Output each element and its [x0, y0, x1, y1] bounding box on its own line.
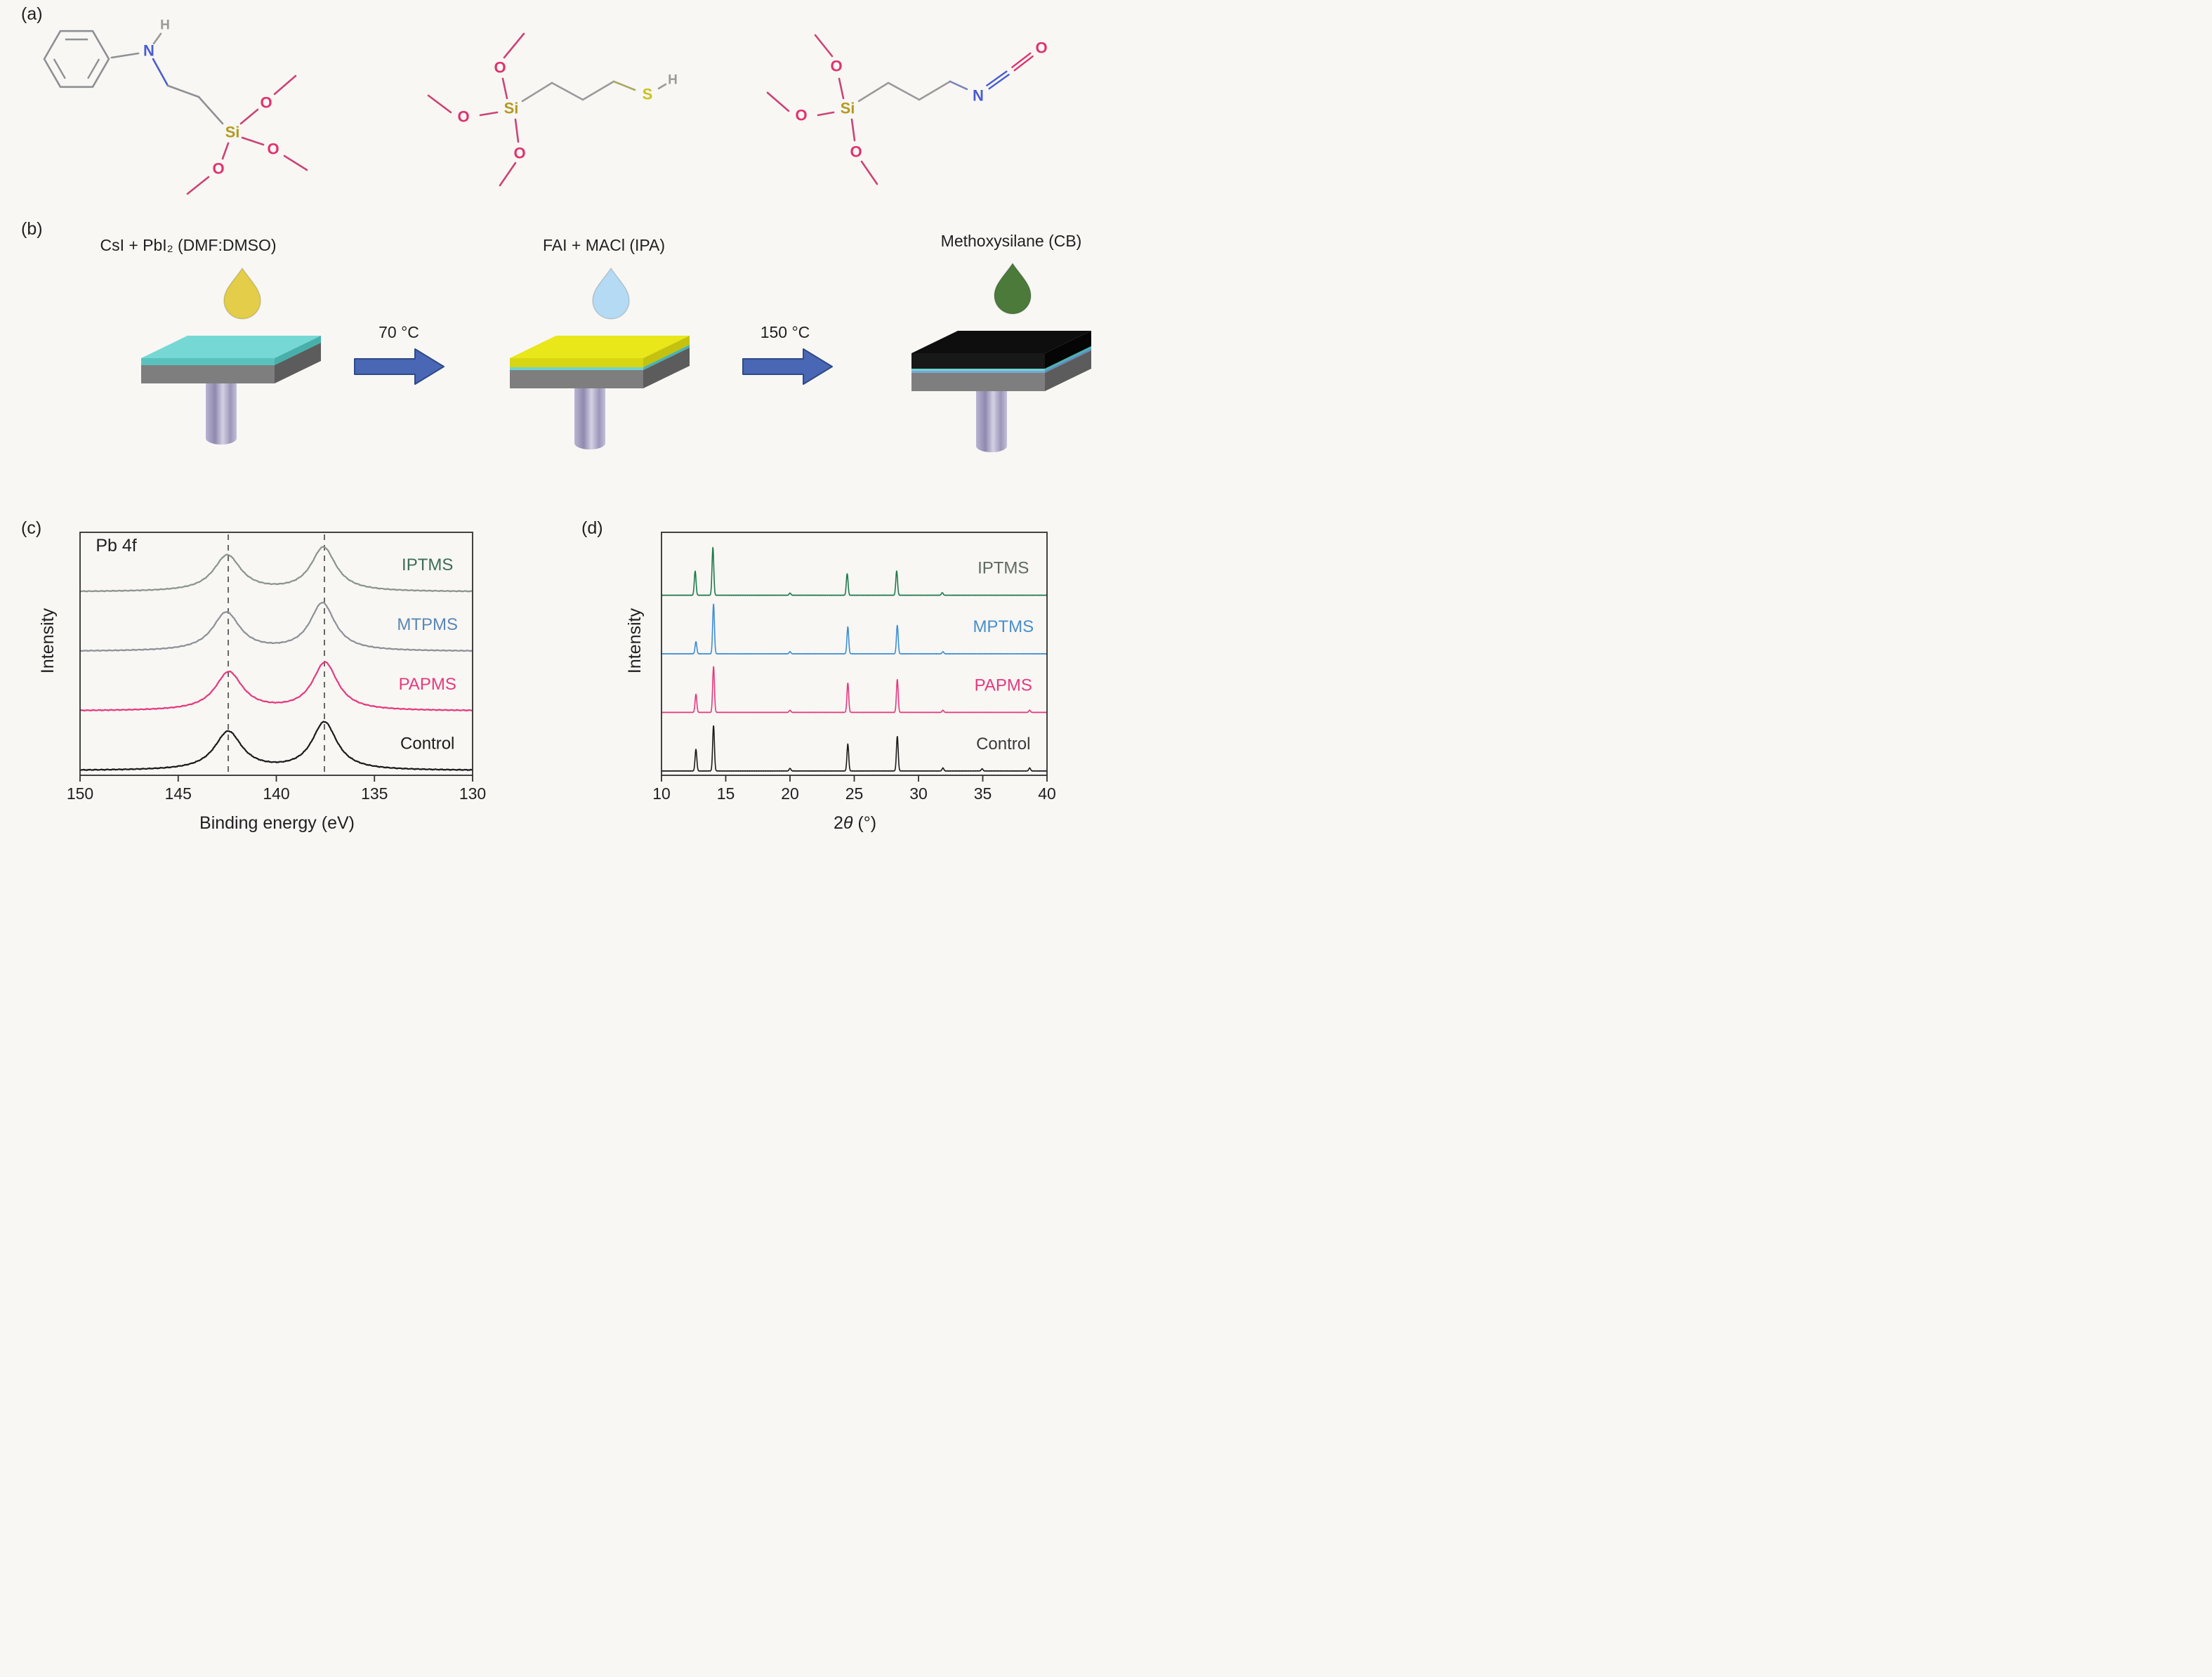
panel-b-label: (b) [21, 219, 43, 239]
step-3-solution-label: Methoxysilane (CB) [940, 232, 1082, 250]
right-arrow-shape [354, 348, 445, 385]
svg-text:145: 145 [165, 784, 192, 803]
anneal-temp-2-label: 150 °C [760, 323, 810, 341]
process-arrow-1-icon [354, 348, 445, 385]
svg-text:25: 25 [845, 784, 864, 803]
svg-text:15: 15 [717, 784, 735, 803]
substrate-stack-3 [911, 262, 1091, 452]
svg-text:H: H [160, 18, 170, 33]
svg-text:35: 35 [974, 784, 992, 803]
svg-text:PAPMS: PAPMS [399, 675, 456, 694]
substrate-stack-2 [510, 267, 690, 449]
xrd-x-axis-label: 2θ (°) [660, 813, 1050, 834]
anneal-temp-1-label: 70 °C [378, 323, 419, 341]
svg-text:O: O [513, 145, 525, 162]
panel-d-label: (d) [581, 518, 603, 538]
svg-text:N: N [143, 42, 154, 60]
xrd-x-label-number: 2 [833, 813, 843, 833]
xrd-x-label-theta: θ [843, 813, 853, 833]
svg-text:H: H [668, 73, 678, 88]
svg-text:10: 10 [652, 784, 671, 803]
svg-text:O: O [212, 160, 224, 178]
svg-text:Si: Si [841, 100, 855, 117]
panel-c-label: (c) [21, 518, 42, 538]
svg-text:Control: Control [976, 735, 1030, 754]
svg-text:S: S [643, 86, 653, 103]
svg-text:20: 20 [781, 784, 799, 803]
svg-text:O: O [260, 94, 272, 112]
svg-text:150: 150 [67, 784, 93, 803]
svg-text:30: 30 [909, 784, 928, 803]
xps-x-axis-label: Binding energy (eV) [199, 813, 355, 833]
xrd-x-label-unit: (°) [852, 813, 877, 833]
xrd-y-axis-label: Intensity [625, 608, 645, 674]
panel-a-label: (a) [21, 4, 43, 24]
svg-text:Pb 4f: Pb 4f [96, 536, 136, 555]
svg-text:PAPMS: PAPMS [975, 676, 1032, 695]
svg-text:O: O [1035, 39, 1047, 57]
svg-text:O: O [850, 143, 862, 161]
svg-text:O: O [457, 108, 469, 126]
svg-text:O: O [795, 107, 807, 124]
molecule-mptms-structure: Si O O O SH [427, 32, 678, 187]
svg-text:IPTMS: IPTMS [977, 559, 1029, 578]
svg-text:MTPMS: MTPMS [397, 615, 458, 634]
substrate-stack-1 [141, 267, 321, 445]
xps-y-axis-label: Intensity [38, 608, 58, 674]
svg-text:O: O [267, 140, 279, 158]
svg-text:130: 130 [459, 784, 486, 803]
right-arrow-shape [742, 348, 833, 385]
svg-text:Si: Si [225, 124, 240, 141]
step-2-solution-label: FAI + MACl (IPA) [542, 236, 666, 254]
svg-text:N: N [973, 87, 984, 105]
svg-text:140: 140 [263, 784, 289, 803]
xrd-plot: 10 15 20 25 30 35 40 Control PAPMS MPTMS IPTMS [652, 532, 1056, 803]
molecule-iptms-structure: Si O O O N O [766, 34, 1048, 185]
svg-text:Control: Control [400, 735, 454, 754]
step-1-solution-label: CsI + PbI₂ (DMF:DMSO) [100, 236, 277, 254]
xps-plot: 150 145 140 135 130 Control PAPMS MTPMS IPTMS Pb … [67, 532, 486, 803]
svg-text:O: O [494, 59, 506, 77]
process-arrow-2-icon [742, 348, 833, 385]
figure-page: (a) N H Si O O O Si O O O S H Si O O O N O (b) CsI + Pb… [0, 0, 1106, 838]
svg-text:Si: Si [504, 100, 519, 117]
svg-text:IPTMS: IPTMS [402, 555, 453, 574]
svg-text:135: 135 [361, 784, 388, 803]
svg-text:MPTMS: MPTMS [973, 617, 1034, 636]
svg-text:O: O [830, 58, 842, 75]
molecule-papms-structure: NH Si O O O [43, 18, 308, 195]
svg-text:40: 40 [1038, 784, 1056, 803]
